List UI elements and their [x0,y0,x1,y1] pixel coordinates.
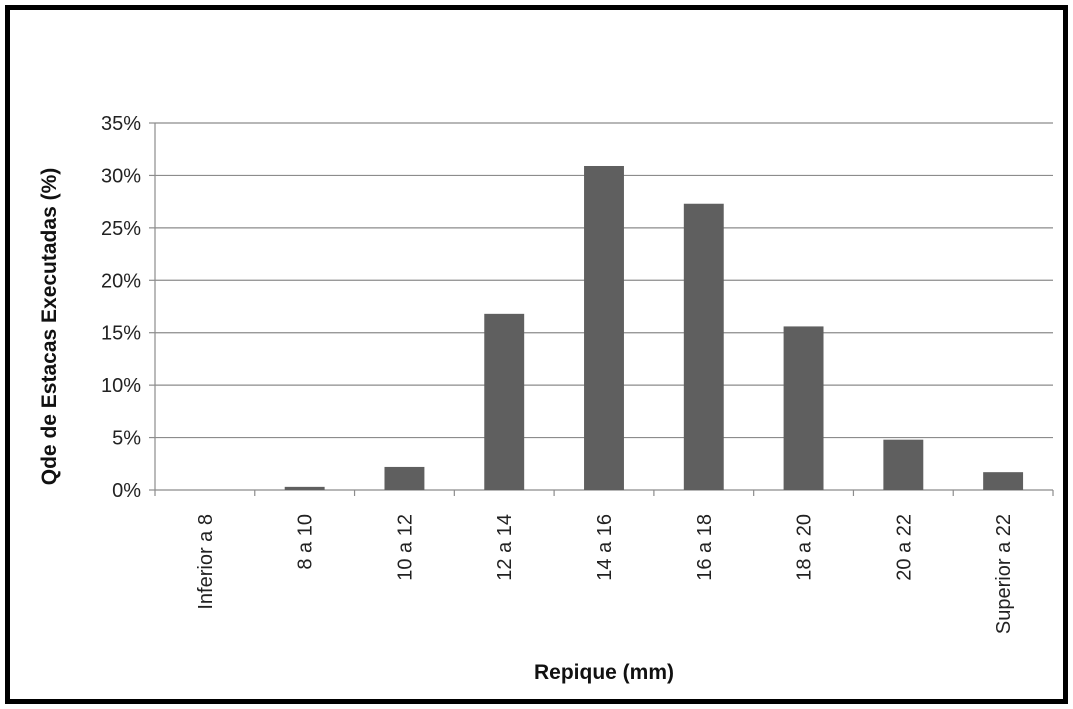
bar [484,313,525,490]
x-tick-labels: Inferior a 8 8 a 10 10 a 12 12 a 14 14 a 16 1… [195,514,1015,634]
y-tick-label: 5% [112,428,141,450]
y-tick-label: 25% [101,218,141,240]
x-tick-label: Superior a 22 [993,514,1015,634]
x-tick-label: 16 a 18 [694,514,716,581]
bars [284,165,1024,491]
x-tick-label: Inferior a 8 [195,514,217,610]
bar [883,439,924,490]
y-tick-label: 15% [101,323,141,345]
bar [284,486,325,490]
x-tick-label: 8 a 10 [295,514,317,570]
bar [983,472,1024,490]
bar [783,326,824,490]
bar [683,203,724,491]
y-tick-labels: 0% 5% 10% 15% 20% 25% 30% 35% [101,113,141,502]
bar [384,466,425,490]
x-tick-label: 20 a 22 [893,514,915,581]
y-tick-label: 20% [101,270,141,292]
x-tick-label: 12 a 14 [494,514,516,581]
y-tick-label: 30% [101,165,141,187]
bar [584,165,624,490]
x-tick-label: 18 a 20 [794,514,816,581]
x-axis-title: Repique (mm) [534,661,674,684]
x-tick-label: 14 a 16 [594,514,616,581]
y-tick-label: 35% [101,113,141,135]
y-axis-title: Qde de Estacas Executadas (%) [38,168,61,485]
y-tick-label: 0% [112,480,141,502]
y-tick-label: 10% [101,375,141,397]
chart-frame [5,5,1068,704]
x-tick-label: 10 a 12 [394,514,416,581]
